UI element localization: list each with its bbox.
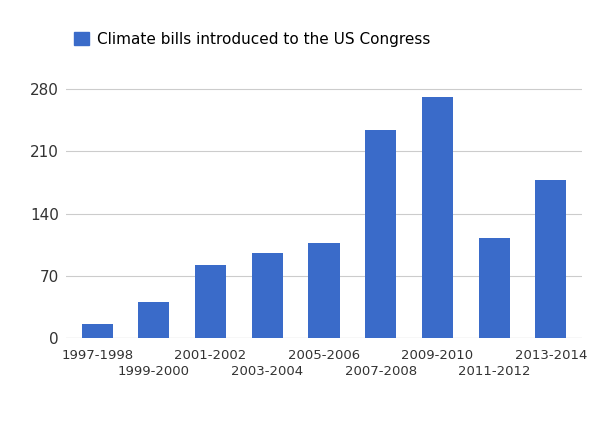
Text: 1997-1998: 1997-1998 (61, 349, 133, 362)
Text: 1999-2000: 1999-2000 (118, 365, 190, 379)
Bar (535, 180, 566, 338)
Bar (195, 265, 226, 338)
Text: 2001-2002: 2001-2002 (175, 349, 247, 362)
Text: 2003-2004: 2003-2004 (231, 365, 304, 379)
Bar (308, 243, 340, 338)
Legend: Climate bills introduced to the US Congress: Climate bills introduced to the US Congr… (74, 32, 430, 46)
Bar (138, 302, 169, 338)
Bar (422, 97, 453, 338)
Text: 2009-2010: 2009-2010 (401, 349, 473, 362)
Text: 2007-2008: 2007-2008 (344, 365, 417, 379)
Text: 2013-2014: 2013-2014 (515, 349, 587, 362)
Text: 2011-2012: 2011-2012 (458, 365, 530, 379)
Bar (479, 238, 510, 338)
Bar (252, 252, 283, 338)
Bar (365, 130, 396, 338)
Text: 2005-2006: 2005-2006 (288, 349, 360, 362)
Bar (82, 324, 113, 338)
